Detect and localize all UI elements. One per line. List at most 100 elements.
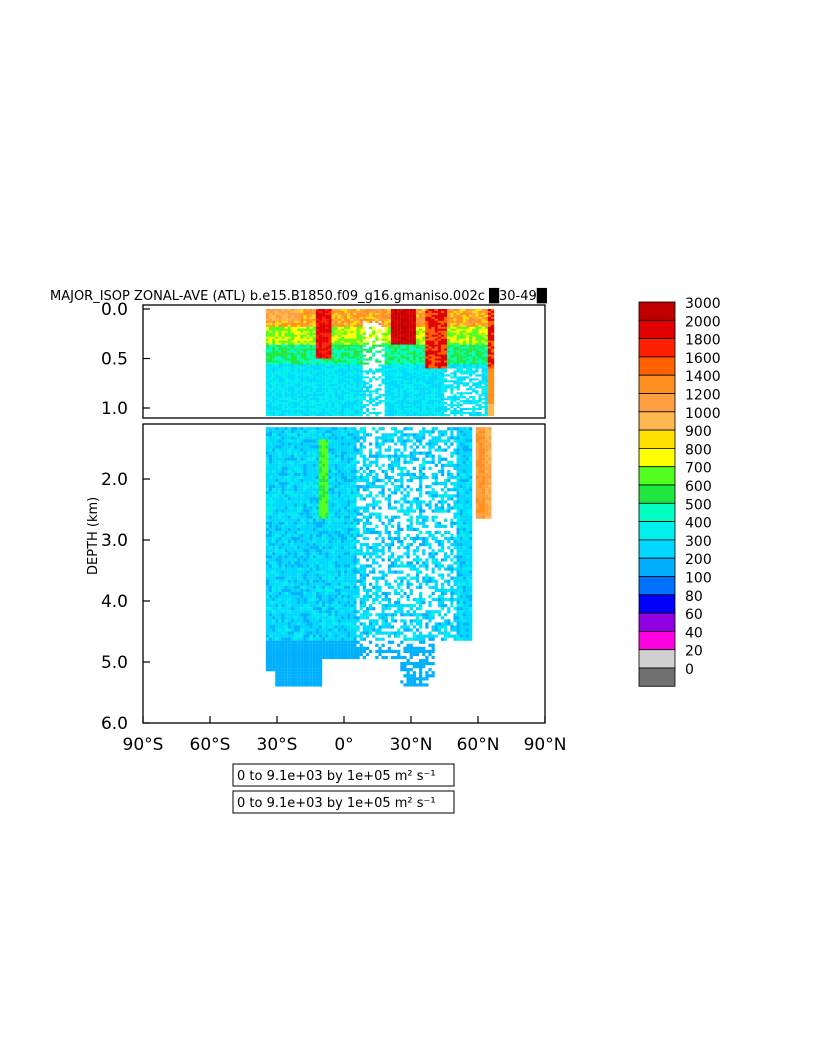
field-cell — [300, 604, 304, 608]
field-cell — [422, 348, 426, 351]
field-cell — [281, 597, 285, 602]
field-cell — [431, 322, 435, 326]
field-cell — [272, 543, 276, 547]
field-cell — [331, 413, 335, 417]
field-cell — [309, 658, 313, 663]
field-cell — [450, 320, 454, 324]
field-cell — [450, 309, 454, 312]
field-cell — [315, 376, 320, 379]
field-cell — [275, 616, 279, 620]
field-cell — [278, 479, 282, 483]
field-cell — [275, 631, 279, 635]
field-cell — [328, 392, 332, 395]
field-cell — [375, 318, 379, 322]
field-cell — [437, 356, 441, 359]
field-cell — [484, 386, 488, 389]
field-cell — [325, 322, 329, 326]
field-cell — [265, 494, 270, 498]
field-cell — [275, 576, 279, 580]
field-cell — [265, 555, 270, 559]
field-cell — [437, 318, 441, 322]
field-cell — [469, 360, 473, 363]
field-cell — [481, 382, 485, 385]
field-cell — [397, 398, 401, 401]
field-cell — [450, 340, 454, 343]
field-cell — [406, 324, 410, 328]
field-cell — [309, 469, 313, 474]
field-cell — [315, 454, 320, 458]
field-cell — [450, 390, 454, 393]
field-cell — [284, 390, 288, 393]
field-cell — [312, 328, 316, 331]
field-cell — [297, 352, 301, 355]
field-cell — [419, 364, 423, 367]
field-cell — [359, 356, 363, 359]
field-cell — [422, 346, 426, 349]
field-cell — [293, 643, 298, 647]
field-cell — [315, 392, 320, 395]
field-cell — [453, 380, 457, 383]
field-cell — [268, 350, 273, 353]
field-cell — [268, 436, 273, 440]
field-cell — [362, 406, 366, 409]
field-cell — [290, 485, 295, 489]
field-cell — [459, 394, 463, 397]
field-cell — [431, 380, 435, 383]
field-cell — [434, 334, 438, 337]
field-cell — [290, 658, 295, 663]
field-cell — [265, 564, 270, 568]
field-cell — [337, 350, 341, 353]
field-cell — [384, 340, 388, 343]
field-cell — [318, 380, 323, 383]
field-cell — [306, 454, 310, 458]
field-cell — [287, 536, 291, 541]
field-cell — [278, 662, 282, 666]
field-cell — [350, 386, 354, 389]
field-cell — [356, 338, 360, 341]
field-cell — [384, 354, 388, 357]
field-cell — [390, 374, 395, 377]
field-cell — [334, 342, 338, 345]
field-cell — [275, 552, 279, 556]
field-cell — [272, 610, 276, 614]
field-cell — [397, 324, 401, 328]
field-cell — [409, 338, 413, 341]
field-cell — [475, 378, 479, 381]
field-cell — [303, 366, 307, 369]
field-cell — [281, 634, 285, 638]
field-cell — [287, 683, 291, 687]
field-cell — [293, 406, 298, 409]
field-cell — [306, 392, 310, 395]
field-cell — [359, 380, 363, 383]
field-cell — [284, 352, 288, 355]
field-cell — [422, 406, 426, 409]
field-cell — [465, 322, 470, 326]
field-cell — [325, 372, 329, 375]
field-cell — [475, 328, 479, 331]
field-cell — [272, 662, 276, 666]
field-cell — [412, 378, 416, 381]
field-cell — [434, 408, 438, 411]
field-cell — [397, 340, 401, 343]
field-cell — [390, 390, 395, 393]
field-cell — [297, 631, 301, 635]
field-cell — [268, 344, 273, 347]
field-cell — [459, 332, 463, 335]
field-cell — [303, 409, 307, 413]
field-cell — [356, 314, 360, 318]
field-cell — [412, 348, 416, 351]
field-cell — [297, 396, 301, 399]
field-cell — [484, 408, 488, 411]
field-cell — [422, 350, 426, 353]
field-cell — [365, 394, 370, 397]
field-cell — [272, 512, 276, 516]
field-cell — [431, 372, 435, 375]
field-cell — [419, 326, 423, 330]
field-cell — [490, 370, 495, 373]
field-cell — [334, 386, 338, 389]
field-cell — [265, 500, 270, 504]
field-cell — [359, 372, 363, 375]
field-cell — [369, 394, 373, 397]
field-cell — [297, 362, 301, 365]
field-cell — [369, 316, 373, 320]
